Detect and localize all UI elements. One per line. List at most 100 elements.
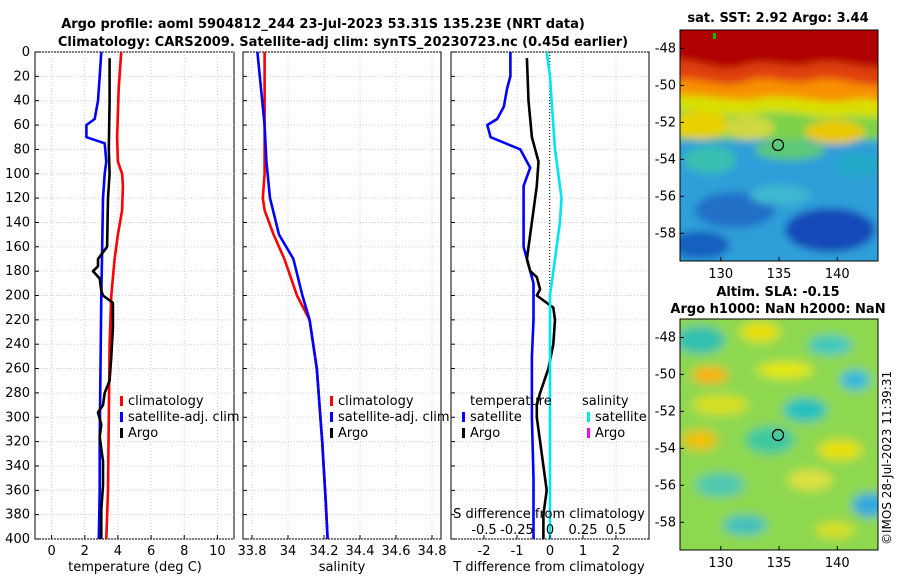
x-tick-label: 34 (280, 544, 297, 559)
series-temperature-satellite (485, 52, 535, 539)
map-lat-label: -48 (655, 41, 676, 56)
depth-tick-label: 300 (5, 410, 30, 425)
legend-argo-label: Argo (128, 426, 158, 441)
map-lat-label: -50 (655, 367, 676, 382)
depth-tick-label: 80 (13, 142, 30, 157)
sal-legend-climatology-label: climatology (338, 394, 414, 409)
x-tick-label: 1 (579, 544, 587, 559)
s-diff-tick-label: -0.5 (471, 523, 496, 538)
map-lat-label: -48 (655, 330, 676, 345)
map-lon-label: 130 (708, 556, 733, 571)
depth-tick-label: 260 (5, 362, 30, 377)
x-tick-label: 2 (81, 544, 89, 559)
x-tick-label: 4 (114, 544, 122, 559)
s-diff-tick-label: -0.25 (500, 523, 534, 538)
sst-map-title: sat. SST: 2.92 Argo: 3.44 (687, 11, 868, 26)
legend-temp-argo-label: Argo (470, 426, 500, 441)
map-lat-label: -50 (655, 78, 676, 93)
x-tick-label: 0 (546, 544, 554, 559)
series-salinity-satellite (545, 51, 563, 539)
map-lat-label: -56 (655, 189, 676, 204)
depth-tick-label: 180 (5, 264, 30, 279)
x-tick-label: -2 (478, 544, 491, 559)
difference-legend: temperature salinity satellite Argo sate… (462, 394, 647, 441)
depth-tick-label: 60 (13, 118, 30, 133)
sla-argo-location-marker (771, 428, 785, 442)
legend-climatology-swatch (120, 396, 123, 406)
series-temperature-argo (525, 58, 557, 539)
sla-field (680, 319, 878, 550)
sla-map-title-1: Altim. SLA: -0.15 (716, 285, 839, 300)
x-tick-label: 8 (180, 544, 188, 559)
depth-tick-label: 160 (5, 240, 30, 255)
sal-legend-climatology-swatch (330, 396, 333, 406)
sla-map-panel: Altim. SLA: -0.15 Argo h1000: NaN h2000:… (655, 285, 886, 571)
sst-speck (713, 33, 716, 39)
series-satellite-adj-clim (256, 51, 329, 540)
map-lat-label: -52 (655, 115, 676, 130)
s-diff-tick-label: 0.25 (569, 523, 598, 538)
depth-tick-label: 220 (5, 313, 30, 328)
legend-salinity-title: salinity (582, 394, 629, 409)
sal-legend-argo-swatch (330, 428, 333, 438)
series-satellite-adj-clim (85, 51, 108, 540)
depth-tick-label: 20 (13, 69, 30, 84)
legend-sal-satellite-swatch (587, 412, 590, 422)
sst-field (680, 30, 878, 261)
depth-tick-label: 120 (5, 191, 30, 206)
map-lon-label: 140 (825, 267, 850, 282)
depth-tick-label: 0 (22, 45, 30, 60)
x-tick-label: 34.4 (346, 544, 375, 559)
depth-tick-label: 380 (5, 508, 30, 523)
title-line-1: Argo profile: aoml 5904812_244 23-Jul-20… (61, 17, 585, 32)
depth-tick-label: 360 (5, 483, 30, 498)
salinity-panel: 33.8 34 34.2 34.4 34.6 34.8 salinity climatol… (238, 51, 450, 575)
depth-tick-label: 240 (5, 337, 30, 352)
temperature-axis-label: temperature (deg C) (68, 560, 202, 575)
map-lat-label: -52 (655, 404, 676, 419)
series-argo (91, 58, 115, 539)
title-line-2: Climatology: CARS2009. Satellite-adj cli… (58, 35, 628, 50)
x-tick-label: 10 (209, 544, 226, 559)
difference-panel: -2 -1 0 1 2 T difference from climatology S … (450, 51, 650, 575)
x-tick-label: 33.8 (238, 544, 267, 559)
legend-temp-argo-swatch (462, 428, 465, 438)
map-lat-label: -54 (655, 441, 676, 456)
sst-map-panel: sat. SST: 2.92 Argo: 3.44 (655, 11, 879, 282)
depth-tick-label: 40 (13, 94, 30, 109)
x-tick-label: 2 (612, 544, 620, 559)
s-diff-tick-label: 0.5 (606, 523, 627, 538)
legend-sal-argo-label: Argo (595, 426, 625, 441)
map-lon-label: 135 (767, 556, 792, 571)
sst-argo-location-marker (771, 138, 785, 152)
sla-map-title-2: Argo h1000: NaN h2000: NaN (670, 302, 885, 317)
s-diff-tick-label: 0 (546, 523, 554, 538)
legend-satellite-label: satellite-adj. clim (128, 410, 240, 425)
salinity-legend: climatology satellite-adj. clim Argo (330, 394, 450, 441)
depth-tick-label: 100 (5, 167, 30, 182)
x-tick-label: -1 (511, 544, 524, 559)
map-lat-label: -54 (655, 152, 676, 167)
salinity-axis-label: salinity (319, 560, 366, 575)
x-tick-label: 0 (47, 544, 55, 559)
sal-legend-satellite-label: satellite-adj. clim (338, 410, 450, 425)
depth-tick-labels: 0 20 40 60 80 100 120 140 160 180 200 220 240 260 280 3… (5, 45, 30, 547)
sal-legend-argo-label: Argo (338, 426, 368, 441)
legend-sal-argo-swatch (587, 428, 590, 438)
sal-legend-satellite-swatch (330, 412, 333, 422)
depth-tick-label: 320 (5, 435, 30, 450)
legend-sal-satellite-label: satellite (595, 410, 647, 425)
map-lon-label: 130 (708, 267, 733, 282)
x-tick-label: 6 (147, 544, 155, 559)
x-tick-label: 34.8 (418, 544, 447, 559)
depth-tick-label: 400 (5, 532, 30, 547)
depth-tick-label: 340 (5, 459, 30, 474)
map-lat-label: -58 (655, 226, 676, 241)
legend-climatology-label: climatology (128, 394, 204, 409)
legend-temperature-title: temperature (470, 394, 552, 409)
temperature-panel: 0 2 4 6 8 10 temperature (deg C) climatology … (34, 51, 240, 575)
depth-tick-label: 200 (5, 289, 30, 304)
temperature-legend: climatology satellite-adj. clim Argo (120, 394, 240, 441)
map-lon-label: 135 (767, 267, 792, 282)
